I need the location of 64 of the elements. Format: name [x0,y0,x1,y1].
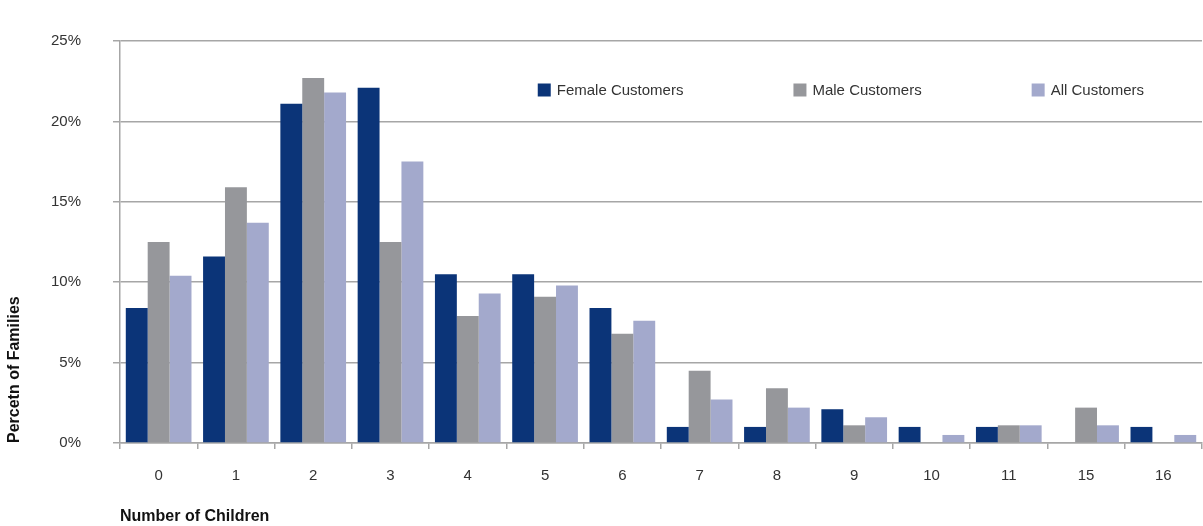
bar [666,426,689,443]
legend-label: Male Customers [812,81,922,99]
x-tick-label: 0 [154,466,163,484]
x-tick-label: 11 [1001,466,1017,484]
x-tick-label: 16 [1155,466,1172,484]
bar [556,285,578,443]
x-tick-label: 5 [540,466,550,484]
x-axis-title: Number of Children [120,506,270,524]
bar [512,274,535,443]
x-tick-label: 3 [386,466,395,484]
x-tick-label: 4 [463,466,472,484]
y-tick-label: 20% [50,111,81,129]
bar [1130,426,1153,443]
y-tick-label: 5% [59,352,81,370]
bar [589,307,612,443]
bar [246,222,269,443]
bar [1174,434,1197,443]
bar [611,333,634,443]
x-tick-label: 9 [850,466,859,484]
bar [1075,407,1098,443]
bar [125,307,148,443]
bar [975,426,998,443]
bar [203,256,225,443]
bar [379,242,402,443]
x-tick-label: 6 [618,466,627,484]
bar [898,426,921,443]
bar [865,417,888,443]
bar [478,293,501,443]
x-tick-label: 8 [772,466,782,484]
y-axis-title: Percetn of Families [5,296,23,443]
bar [710,399,733,443]
bar [787,407,810,443]
y-tick-label: 15% [50,191,81,209]
bar [224,187,247,443]
x-tick-label: 10 [923,466,940,484]
y-tick-label: 10% [50,272,81,290]
x-tick-label: 1 [231,466,241,484]
bar [434,274,457,443]
bar [302,77,325,443]
bar [169,275,192,443]
x-tick-label: 2 [309,466,318,484]
bar [280,103,303,443]
bar [1019,425,1042,443]
bar [1097,425,1119,443]
y-tick-label: 25% [50,31,81,49]
bar [324,92,347,443]
bar [765,388,788,443]
bar [688,370,711,443]
bar [633,320,656,443]
bar [147,242,170,443]
bar [821,409,844,443]
bar [942,434,965,443]
bar [744,426,766,443]
bar [357,87,380,443]
legend-label: All Customers [1050,81,1144,99]
bar [997,425,1020,443]
bar [456,315,479,443]
bar [534,296,557,443]
y-tick-label: 0% [59,433,81,451]
bar [401,161,424,443]
x-tick-label: 7 [695,466,704,484]
legend-label: Female Customers [556,81,684,99]
bar [843,425,866,443]
x-tick-label: 15 [1077,466,1095,484]
